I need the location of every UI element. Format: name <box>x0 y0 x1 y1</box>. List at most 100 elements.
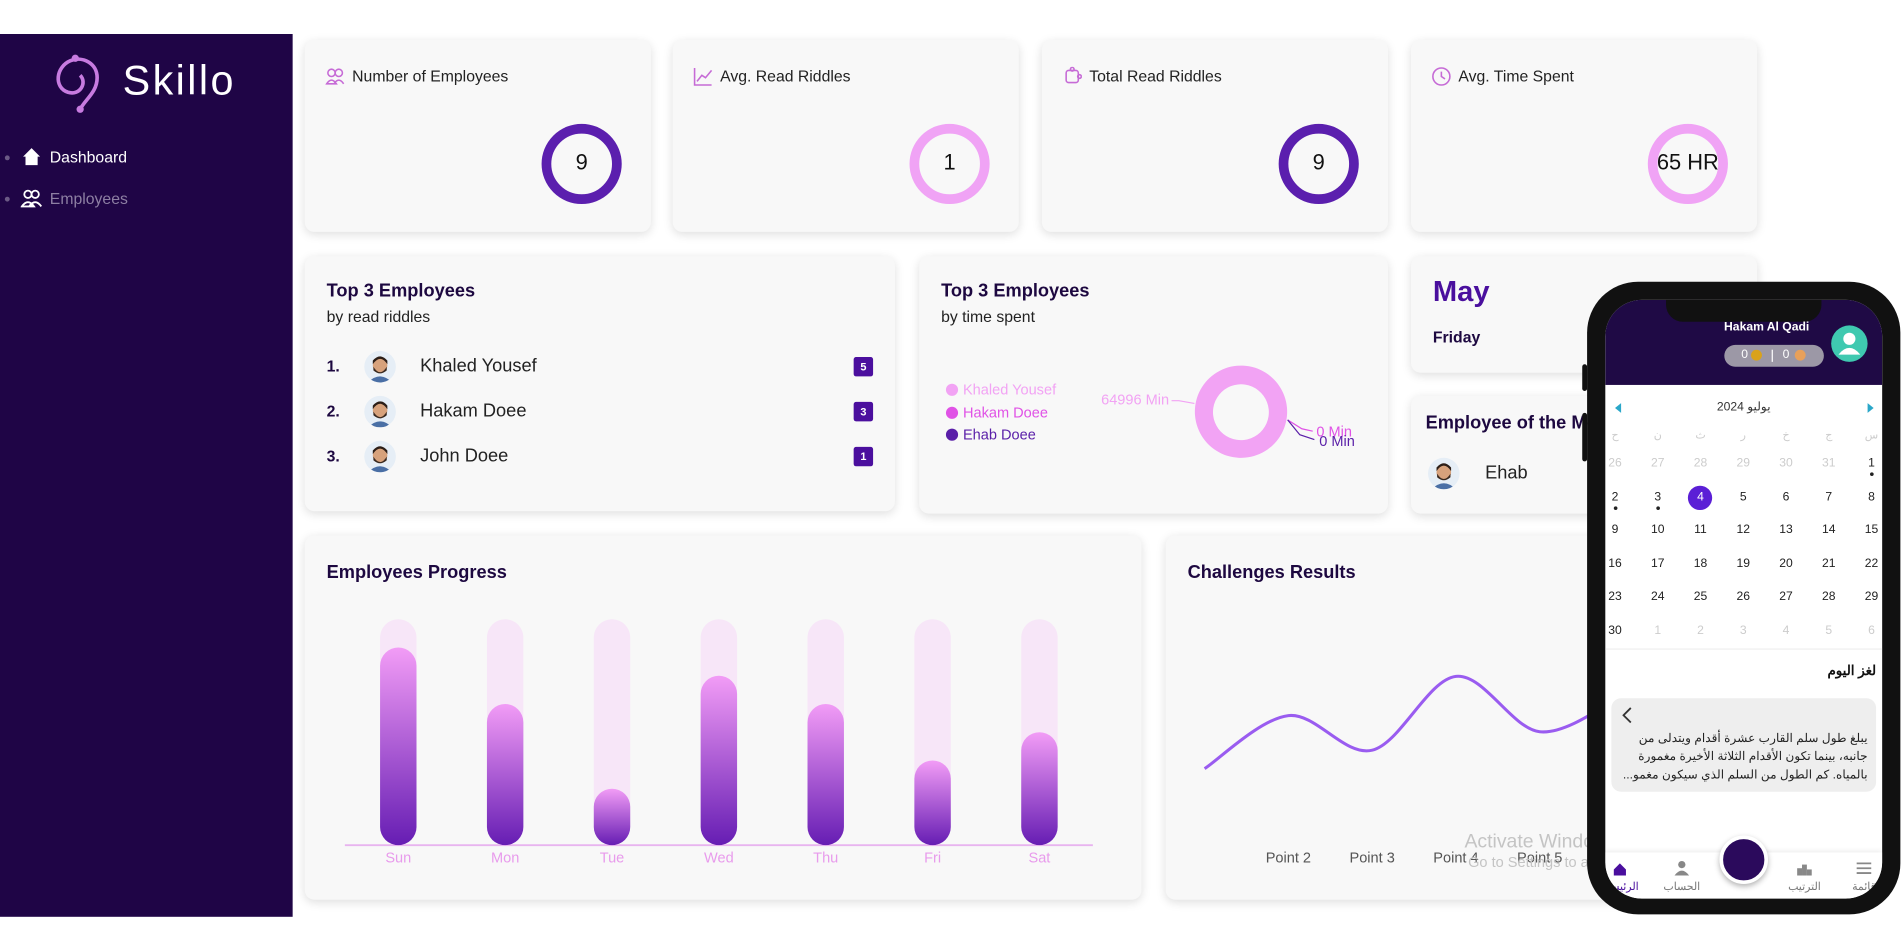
calendar-day[interactable]: 29 <box>1864 590 1879 604</box>
avatar <box>364 395 396 428</box>
calendar-day[interactable]: 3 <box>1654 490 1662 504</box>
calendar-day[interactable]: 21 <box>1821 557 1836 571</box>
icon-part <box>1622 707 1632 724</box>
calendar-day[interactable]: 31 <box>1821 456 1836 470</box>
calendar-day[interactable]: 13 <box>1779 523 1793 537</box>
calendar-day[interactable]: 4 <box>1782 624 1790 638</box>
calendar-day[interactable]: 30 <box>1608 624 1622 638</box>
employee-name: John Doee <box>420 445 509 467</box>
calendar-day[interactable]: 10 <box>1650 523 1665 537</box>
icon-part <box>367 401 393 428</box>
avatar <box>364 350 396 383</box>
calendar-day[interactable]: 27 <box>1650 456 1665 470</box>
nav-label[interactable]: الرئيسية <box>1605 880 1639 893</box>
icon-part <box>56 57 99 111</box>
count-badge: 1 <box>853 446 874 467</box>
nav-icon[interactable] <box>1673 860 1690 877</box>
icon-part <box>693 68 713 86</box>
weekday: Friday <box>1432 327 1481 347</box>
calendar-day[interactable]: 24 <box>1650 590 1665 604</box>
stat-icon <box>1432 67 1451 86</box>
icon-part <box>20 189 43 208</box>
calendar-day[interactable]: 14 <box>1821 523 1836 537</box>
selected-day <box>1688 485 1713 510</box>
calendar-day[interactable]: 28 <box>1821 590 1836 604</box>
weekday-label: ن <box>1653 428 1662 441</box>
calendar-day[interactable]: 5 <box>1825 624 1833 638</box>
nav-icon[interactable] <box>1611 860 1628 877</box>
legend-label: Hakam Doee <box>962 403 1048 421</box>
icon-part <box>367 466 393 473</box>
calendar-day[interactable]: 15 <box>1864 523 1879 537</box>
nav-icon[interactable] <box>1855 860 1872 877</box>
icon-part <box>1065 69 1080 84</box>
back-icon[interactable] <box>1620 707 1635 724</box>
icon-part <box>372 446 388 455</box>
calendar-day[interactable]: 1 <box>1654 624 1662 638</box>
icon-part <box>1432 67 1451 86</box>
calendar-day[interactable]: 27 <box>1779 590 1793 604</box>
calendar-day[interactable]: 4 <box>1697 490 1704 504</box>
icon-part <box>373 411 387 419</box>
next-month[interactable] <box>1867 403 1874 413</box>
weekday-label: ح <box>1611 428 1619 441</box>
calendar-day[interactable]: 30 <box>1779 456 1793 470</box>
coin-icon <box>1751 349 1762 361</box>
icon-part <box>1069 66 1075 72</box>
calendar-day[interactable]: 18 <box>1693 557 1708 571</box>
calendar-day[interactable]: 5 <box>1739 490 1747 504</box>
stat-icon <box>1063 66 1083 86</box>
calendar-day[interactable]: 8 <box>1868 490 1875 504</box>
icon-part <box>71 54 79 62</box>
weekday-label: س <box>1864 428 1879 441</box>
calendar-day[interactable]: 16 <box>1608 557 1622 571</box>
calendar-day[interactable]: 26 <box>1736 590 1750 604</box>
icon-part <box>1802 864 1807 876</box>
coins: 0 <box>1741 348 1749 362</box>
nav-label[interactable]: الترتيب <box>1788 880 1821 893</box>
prev-month[interactable] <box>1615 403 1622 413</box>
calendar-day[interactable]: 2 <box>1697 624 1704 638</box>
calendar-day[interactable]: 23 <box>1608 590 1622 604</box>
calendar-day[interactable]: 2 <box>1611 490 1619 504</box>
rank: 3. <box>326 446 340 466</box>
day-dot <box>1613 505 1617 510</box>
calendar-day[interactable]: 25 <box>1693 590 1708 604</box>
calendar-day[interactable]: 7 <box>1825 490 1833 504</box>
avatar <box>1428 457 1460 490</box>
calendar-day[interactable]: 6 <box>1868 624 1875 638</box>
nav-item[interactable]: Dashboard <box>49 148 128 167</box>
calendar-day[interactable]: 3 <box>1739 624 1747 638</box>
nav-icon[interactable] <box>1796 860 1813 877</box>
rank: 1. <box>326 357 340 376</box>
calendar-day[interactable]: 26 <box>1608 456 1622 470</box>
calendar-day[interactable]: 20 <box>1779 557 1793 571</box>
card <box>919 256 1388 514</box>
calendar-title: يوليو 2024 <box>1716 400 1771 415</box>
icon-part <box>1797 868 1803 876</box>
calendar-day[interactable]: 6 <box>1782 490 1790 504</box>
card-title: Employee of the Month <box>1425 412 1626 434</box>
nav-label[interactable]: قائمة <box>1852 880 1876 893</box>
calendar-day[interactable]: 1 <box>1868 456 1875 470</box>
count-badge: 3 <box>853 401 874 422</box>
calendar-day[interactable]: 11 <box>1694 523 1707 537</box>
icon-part <box>373 366 387 374</box>
icon-part <box>1838 332 1861 355</box>
icon-part <box>327 68 336 78</box>
icon-part <box>1436 463 1452 472</box>
stat-title: Avg. Time Spent <box>1458 66 1574 86</box>
calendar-day[interactable]: 29 <box>1736 456 1750 470</box>
calendar-day[interactable]: 12 <box>1736 523 1750 537</box>
icon-part <box>23 148 41 166</box>
nav-label[interactable]: الحساب <box>1663 880 1701 893</box>
stat-title: Avg. Read Riddles <box>720 66 851 86</box>
calendar-day[interactable]: 22 <box>1864 557 1879 571</box>
calendar-day[interactable]: 19 <box>1736 557 1750 571</box>
calendar-day[interactable]: 17 <box>1650 557 1665 571</box>
calendar-day[interactable]: 9 <box>1611 523 1619 537</box>
fab[interactable] <box>1719 835 1769 885</box>
card-subtitle: by read riddles <box>326 307 431 326</box>
nav-item[interactable]: Employees <box>49 189 128 208</box>
calendar-day[interactable]: 28 <box>1693 456 1708 470</box>
